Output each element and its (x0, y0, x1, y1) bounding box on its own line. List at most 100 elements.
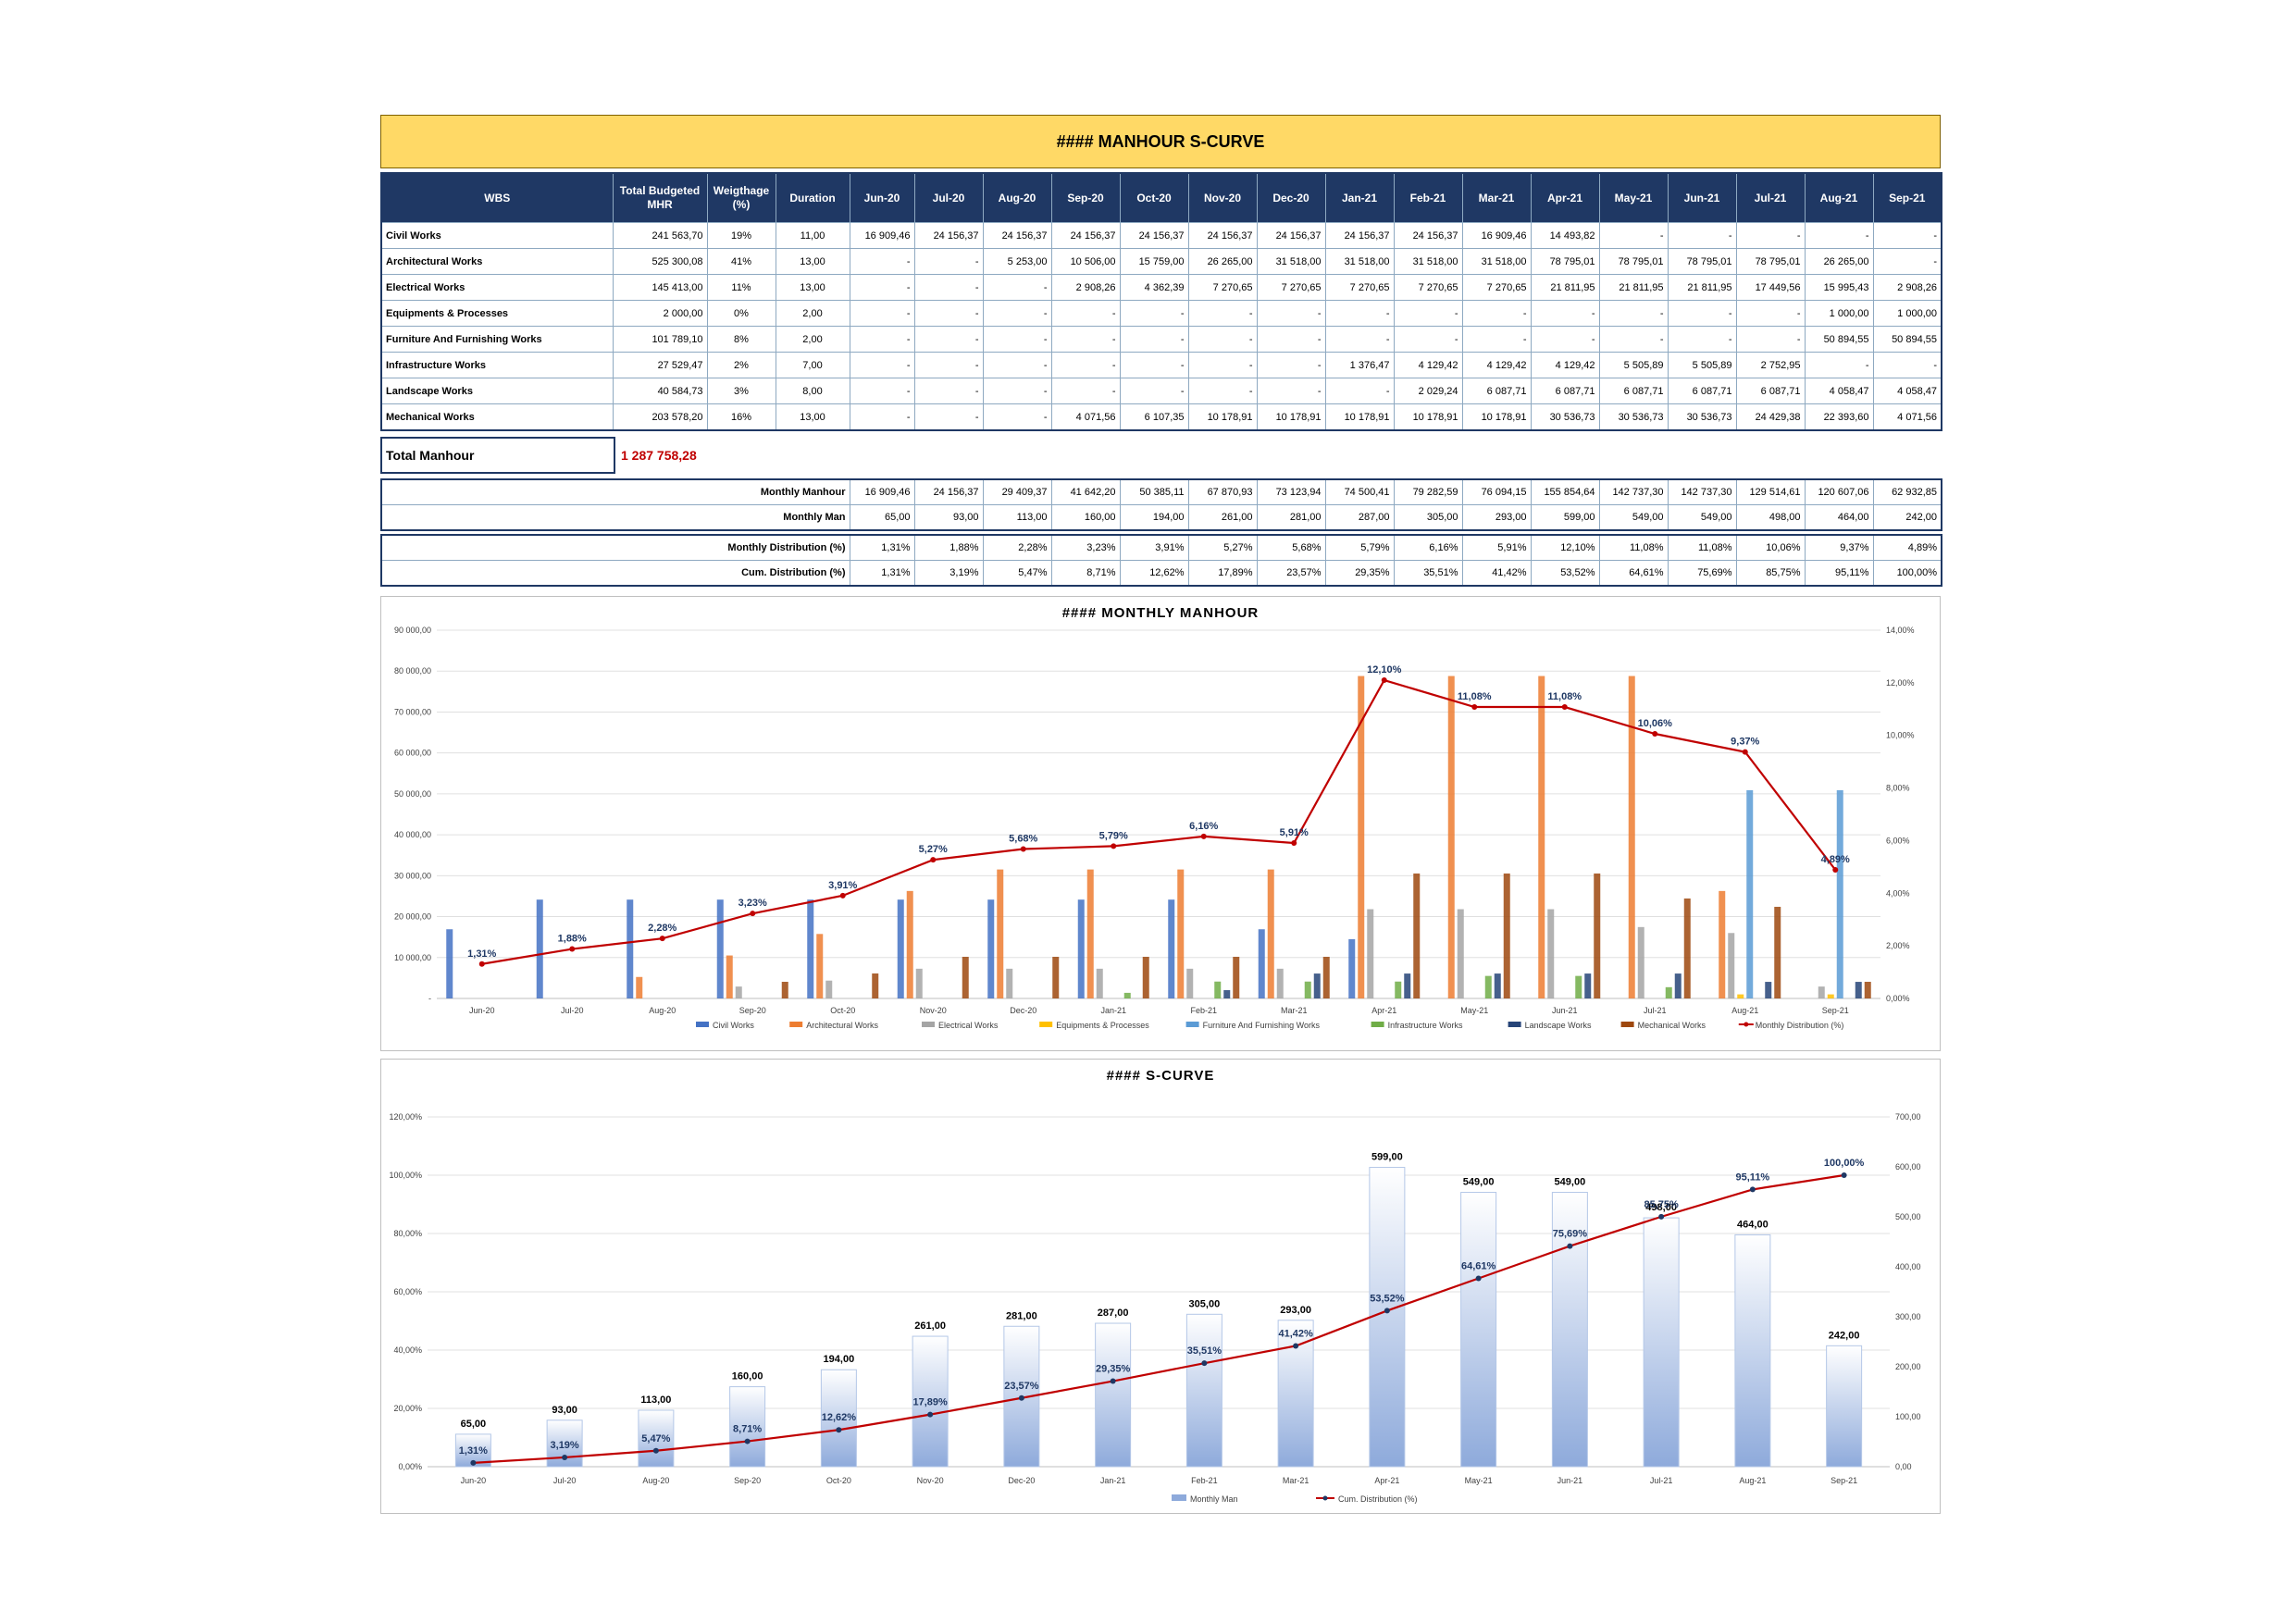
month-value-cell: 1 376,47 (1324, 352, 1395, 378)
month-value-cell: - (1256, 378, 1326, 404)
x-tick-label: Jul-20 (553, 1476, 577, 1485)
summary-label: Monthly Man (380, 504, 850, 531)
column-header-total-budget: Total Budgeted MHR (612, 172, 708, 223)
month-value-cell: - (982, 300, 1052, 327)
y-right-tick-label: 700,00 (1895, 1112, 1921, 1122)
month-value-cell: 1 000,00 (1804, 300, 1874, 327)
wbs-name-cell: Civil Works (380, 222, 614, 249)
bar (729, 1386, 766, 1468)
y-right-tick-label: 400,00 (1895, 1262, 1921, 1271)
summary-value-cell: 194,00 (1119, 504, 1189, 531)
data-label: 10,06% (1638, 718, 1673, 729)
y-left-tick-label: 90 000,00 (394, 626, 431, 635)
month-value-cell: - (1187, 326, 1258, 353)
month-value-cell: 10 178,91 (1393, 403, 1463, 431)
summary-value-cell: 100,00% (1872, 560, 1942, 587)
month-value-cell: - (1872, 222, 1942, 249)
y-right-tick-label: 4,00% (1886, 888, 1910, 898)
month-value-cell: 31 518,00 (1256, 248, 1326, 275)
month-value-cell: 6 087,71 (1667, 378, 1737, 404)
line-point (1561, 704, 1568, 711)
month-value-cell: 26 265,00 (1187, 248, 1258, 275)
summary-value-cell: 498,00 (1735, 504, 1806, 531)
x-tick-label: Apr-21 (1374, 1476, 1399, 1485)
bar (1322, 956, 1330, 998)
x-tick-label: Jun-20 (461, 1476, 487, 1485)
month-value-cell: 10 178,91 (1256, 403, 1326, 431)
legend-label: Monthly Distribution (%) (1756, 1021, 1844, 1030)
month-value-cell: 6 107,35 (1119, 403, 1189, 431)
bar (1276, 968, 1284, 998)
month-value-cell: 21 811,95 (1598, 274, 1669, 301)
month-value-cell: 6 087,71 (1530, 378, 1600, 404)
legend-swatch (1620, 1022, 1634, 1027)
month-value-cell: 7 270,65 (1187, 274, 1258, 301)
month-value-cell: - (1598, 326, 1669, 353)
month-value-cell: 1 000,00 (1872, 300, 1942, 327)
month-value-cell: 26 265,00 (1804, 248, 1874, 275)
x-tick-label: Aug-20 (649, 1006, 676, 1015)
y-left-tick-label: - (428, 994, 431, 1003)
data-label: 549,00 (1555, 1177, 1586, 1188)
summary-value-cell: 155 854,64 (1530, 478, 1600, 505)
month-value-cell: 4 058,47 (1804, 378, 1874, 404)
month-value-cell: 7 270,65 (1393, 274, 1463, 301)
summary-value-cell: 53,52% (1530, 560, 1600, 587)
bar (1123, 992, 1131, 998)
month-value-cell: - (1804, 222, 1874, 249)
total-budget-cell: 27 529,47 (612, 352, 708, 378)
month-value-cell: - (849, 248, 915, 275)
summary-label: Cum. Distribution (%) (380, 560, 850, 587)
line-point (659, 936, 665, 942)
month-value-cell: 4 362,39 (1119, 274, 1189, 301)
y-left-tick-label: 20 000,00 (394, 912, 431, 922)
chart-title: #### MONTHLY MANHOUR (1062, 605, 1260, 621)
bar (1096, 968, 1103, 998)
column-header-month: May-21 (1598, 172, 1669, 223)
line-point (1018, 1395, 1024, 1401)
bar (1404, 973, 1411, 998)
bar (716, 899, 724, 998)
month-value-cell: - (1461, 300, 1532, 327)
duration-cell: 2,00 (775, 326, 850, 353)
bar (1367, 909, 1374, 998)
bar (1855, 982, 1862, 998)
data-label: 464,00 (1737, 1219, 1769, 1230)
bar (1214, 981, 1222, 998)
month-value-cell: - (1872, 248, 1942, 275)
y-right-tick-label: 500,00 (1895, 1212, 1921, 1221)
legend-label: Furniture And Furnishing Works (1203, 1021, 1321, 1030)
table-row: Equipments & Processes 2 000,00 0% 2,00- - - -… (380, 300, 1942, 327)
month-value-cell: 24 156,37 (1393, 222, 1463, 249)
bar (1864, 981, 1871, 998)
summary-value-cell: 242,00 (1872, 504, 1942, 531)
y-right-tick-label: 2,00% (1886, 941, 1910, 950)
summary-value-cell: 3,91% (1119, 534, 1189, 561)
bar (1258, 929, 1265, 998)
data-label: 1,31% (459, 1445, 488, 1457)
summary-value-cell: 75,69% (1667, 560, 1737, 587)
data-label: 53,52% (1370, 1293, 1405, 1304)
bar (987, 899, 995, 998)
line-point (1201, 1360, 1208, 1367)
bar (1494, 973, 1501, 998)
month-value-cell: - (1735, 222, 1806, 249)
month-value-cell: - (1256, 326, 1326, 353)
data-label: 6,16% (1189, 821, 1218, 832)
y-left-tick-label: 70 000,00 (394, 707, 431, 716)
month-value-cell: 10 178,91 (1187, 403, 1258, 431)
summary-value-cell: 599,00 (1530, 504, 1600, 531)
wbs-name-cell: Furniture And Furnishing Works (380, 326, 614, 353)
bar (1304, 981, 1311, 998)
month-value-cell: 4 071,56 (1050, 403, 1121, 431)
month-value-cell: - (1393, 300, 1463, 327)
bar (1737, 994, 1744, 998)
bar (1628, 676, 1635, 998)
data-label: 12,62% (822, 1412, 857, 1423)
data-label: 3,19% (551, 1440, 579, 1451)
line-point (836, 1427, 842, 1433)
bar (1457, 909, 1464, 998)
data-label: 2,28% (648, 923, 676, 934)
line-point (1200, 833, 1207, 839)
summary-value-cell: 1,88% (913, 534, 984, 561)
